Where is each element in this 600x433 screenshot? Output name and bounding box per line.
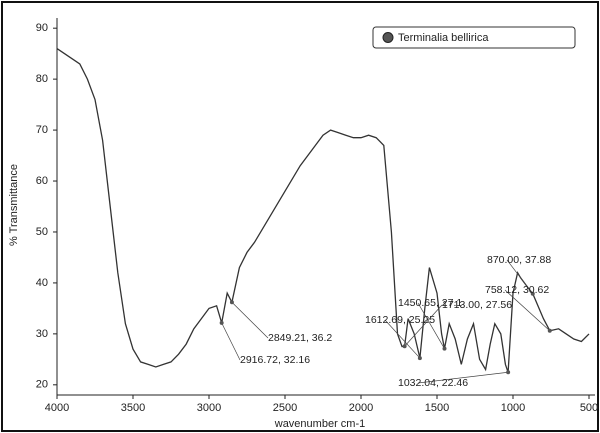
annotation-point	[442, 346, 447, 351]
annotation-leader	[221, 322, 241, 361]
y-tick-label: 80	[36, 73, 48, 85]
y-tick-label: 30	[36, 328, 48, 340]
annotation-label: 2849.21, 36.2	[268, 332, 332, 344]
annotation-label: 758.12, 30.62	[485, 284, 549, 296]
annotation-leader	[506, 259, 534, 294]
annotation-point	[402, 344, 407, 349]
annotation-point	[506, 370, 511, 375]
y-axis-label: % Transmittance	[8, 164, 20, 246]
annotation-label: 1713.00, 27.56	[442, 299, 512, 311]
annotation-leader	[231, 302, 269, 339]
annotation-label: 870.00, 37.88	[487, 254, 551, 266]
annotation-label: 1450.65, 27.1	[398, 297, 462, 309]
annotation-leader	[504, 289, 551, 331]
spectrum-line	[56, 48, 590, 373]
annotation-leader	[404, 304, 443, 347]
annotation-leader	[384, 319, 421, 359]
y-tick-label: 60	[36, 175, 48, 187]
x-tick-label: 4000	[45, 402, 69, 414]
annotation-point	[547, 328, 552, 333]
x-tick-label: 2000	[349, 402, 373, 414]
legend-box	[372, 26, 576, 49]
y-tick-label: 40	[36, 277, 48, 289]
x-tick-label: 1000	[501, 402, 525, 414]
annotation-point	[229, 300, 234, 305]
annotation-point	[219, 320, 224, 325]
annotation-label: 2916.72, 32.16	[240, 354, 310, 366]
annotation-leader	[417, 302, 445, 349]
legend-label: Terminalia bellirica	[398, 32, 489, 44]
y-tick-label: 90	[36, 22, 48, 34]
y-tick-label: 70	[36, 124, 48, 136]
x-axis-label: wavenumber cm-1	[274, 418, 365, 430]
annotation-label: 1032.04, 22.46	[398, 377, 468, 389]
annotation-leader	[417, 371, 509, 384]
x-tick-label: 3500	[121, 402, 145, 414]
annotation-point	[417, 356, 422, 361]
y-tick-label: 20	[36, 379, 48, 391]
x-tick-label: 1500	[425, 402, 449, 414]
annotation-point	[530, 291, 535, 296]
legend-marker	[382, 32, 394, 43]
x-tick-label: 3000	[197, 402, 221, 414]
y-tick-label: 50	[36, 226, 48, 238]
annotation-label: 1612.69, 25.25	[365, 314, 435, 326]
x-tick-label: 500	[580, 402, 598, 414]
x-tick-label: 2500	[273, 402, 297, 414]
